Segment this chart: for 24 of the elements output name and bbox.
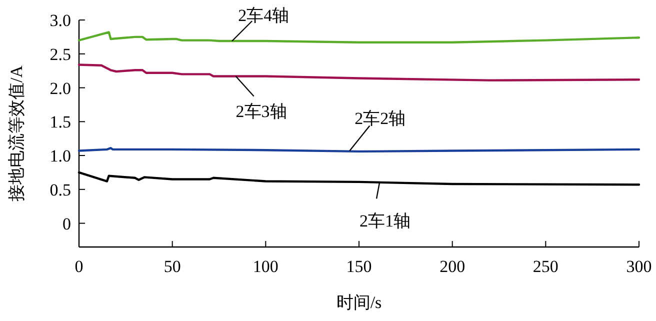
y-tick-label: 1.0 [50, 146, 71, 166]
annotation: 2车3轴 [236, 102, 287, 122]
y-tick-label: 0 [62, 214, 71, 234]
annotation: 2车1轴 [360, 212, 411, 231]
annotation: 2车3轴 [235, 76, 287, 122]
x-tick-label: 200 [440, 257, 466, 276]
y-tick-label: 2.5 [50, 44, 71, 64]
x-tick-label: 50 [164, 257, 181, 276]
x-tick-label: 250 [532, 257, 558, 276]
x-axis-title: 时间/s [336, 293, 382, 312]
x-tick-label: 100 [252, 257, 278, 276]
annotation: 2车2轴 [349, 108, 406, 152]
y-tick-label: 2.0 [50, 78, 71, 98]
x-tick-label: 150 [346, 257, 372, 276]
y-tick-label: 3.0 [50, 11, 71, 30]
annotation: 2车4轴 [232, 6, 290, 42]
y-tick-label: 0.5 [50, 180, 71, 200]
annotation: 2车4轴 [238, 6, 290, 26]
y-tick-label: 1.5 [50, 112, 71, 132]
annotation: 2车2轴 [354, 108, 406, 128]
x-tick-label: 300 [626, 257, 652, 276]
y-axis-title: 接地电流等效值/A [7, 64, 26, 202]
annotation: 2车1轴 [360, 182, 411, 231]
x-tick-label: 0 [74, 257, 84, 276]
